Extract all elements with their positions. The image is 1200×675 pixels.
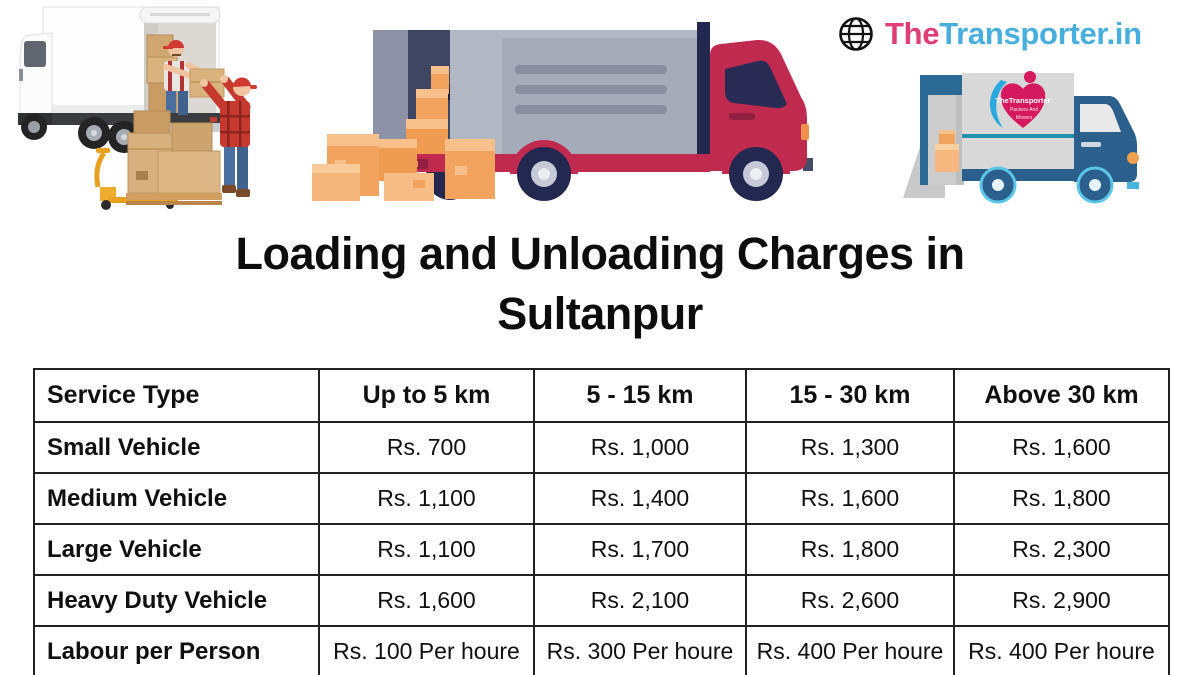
table-row-labour-per-person: Labour per Person Rs. 100 Per houre Rs. … — [33, 625, 1170, 675]
price-cell: Rs. 300 Per houre — [533, 625, 747, 675]
price-cell: Rs. 1,700 — [533, 523, 747, 576]
price-cell: Rs. 2,300 — [953, 523, 1170, 576]
price-cell: Rs. 1,600 — [745, 472, 955, 525]
price-cell: Rs. 1,100 — [318, 523, 535, 576]
table-row-heavy-duty-vehicle: Heavy Duty Vehicle Rs. 1,600 Rs. 2,100 R… — [33, 574, 1170, 627]
price-cell: Rs. 400 Per houre — [745, 625, 955, 675]
price-cell: Rs. 1,600 — [953, 421, 1170, 474]
loading-workers-illustration — [18, 6, 257, 210]
price-cell: Rs. 2,100 — [533, 574, 747, 627]
blue-cab — [1074, 96, 1139, 189]
price-cell: Rs. 1,100 — [318, 472, 535, 525]
branded-truck-illustration: TheTransporter Packers And Movers — [903, 71, 1139, 204]
front-wheel — [722, 140, 790, 201]
price-cell: Rs. 1,800 — [953, 472, 1170, 525]
price-cell: Rs. 1,400 — [533, 472, 747, 525]
table-row-large-vehicle: Large Vehicle Rs. 1,100 Rs. 1,700 Rs. 1,… — [33, 523, 1170, 576]
truck-logo-line3: Movers — [1016, 115, 1033, 121]
doorway-box-stack — [406, 66, 449, 157]
rear-wheel — [510, 140, 578, 201]
brand-name-the: The — [885, 16, 940, 51]
page-title-line1: Loading and Unloading Charges in — [235, 228, 965, 279]
brand-name-rest: Transporter.in — [939, 16, 1142, 51]
price-cell: Rs. 2,600 — [745, 574, 955, 627]
white-box-truck — [18, 6, 221, 153]
wheels — [979, 166, 1114, 204]
truck-logo-line1: TheTransporter — [995, 96, 1050, 105]
truck-logo-line2: Packers And — [1010, 107, 1038, 113]
service-cell: Labour per Person — [33, 625, 320, 675]
header-service-type: Service Type — [33, 368, 320, 423]
ground-boxes — [312, 134, 495, 201]
red-cargo-truck-illustration — [312, 22, 813, 201]
worker-on-ground — [200, 75, 257, 197]
service-cell: Medium Vehicle — [33, 472, 320, 525]
charges-table: Service Type Up to 5 km 5 - 15 km 15 - 3… — [33, 368, 1170, 675]
header-15-30km: 15 - 30 km — [745, 368, 955, 423]
price-cell: Rs. 400 Per houre — [953, 625, 1170, 675]
price-cell: Rs. 700 — [318, 421, 535, 474]
front-step — [803, 158, 813, 171]
header-upto-5km: Up to 5 km — [318, 368, 535, 423]
header-above-30km: Above 30 km — [953, 368, 1170, 423]
blue-chassis — [962, 169, 1074, 181]
table-row-small-vehicle: Small Vehicle Rs. 700 Rs. 1,000 Rs. 1,30… — [33, 421, 1170, 474]
page-title: Loading and Unloading Charges in Sultanp… — [0, 224, 1200, 344]
brand-name: TheTransporter.in — [885, 16, 1142, 52]
header-row: Service Type Up to 5 km 5 - 15 km 15 - 3… — [33, 368, 1170, 423]
service-cell: Large Vehicle — [33, 523, 320, 576]
page-title-line2: Sultanpur — [497, 288, 703, 339]
open-back — [920, 75, 964, 185]
price-cell: Rs. 1,300 — [745, 421, 955, 474]
service-cell: Small Vehicle — [33, 421, 320, 474]
brand-logo: TheTransporter.in — [836, 14, 1142, 54]
cargo-body — [450, 22, 710, 172]
truck-side-logo: TheTransporter Packers And Movers — [990, 71, 1051, 128]
price-cell: Rs. 100 Per houre — [318, 625, 535, 675]
globe-icon — [839, 17, 873, 51]
table-row-medium-vehicle: Medium Vehicle Rs. 1,100 Rs. 1,400 Rs. 1… — [33, 472, 1170, 525]
price-cell: Rs. 1,800 — [745, 523, 955, 576]
red-cab — [710, 39, 809, 171]
price-cell: Rs. 2,900 — [953, 574, 1170, 627]
worker-inside-truck — [163, 40, 207, 115]
price-cell: Rs. 1,000 — [533, 421, 747, 474]
teal-stripe — [962, 134, 1074, 138]
service-cell: Heavy Duty Vehicle — [33, 574, 320, 627]
pallet-boxes — [126, 110, 222, 205]
header-5-15km: 5 - 15 km — [533, 368, 747, 423]
price-cell: Rs. 1,600 — [318, 574, 535, 627]
